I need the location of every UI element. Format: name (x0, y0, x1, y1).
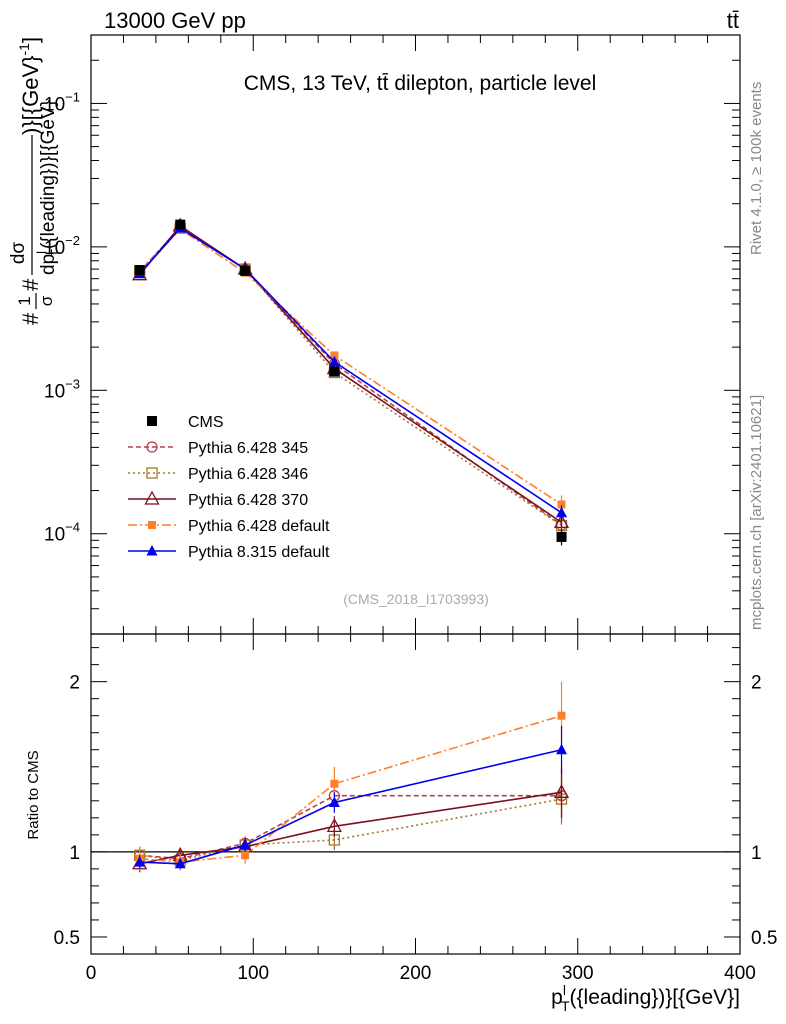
svg-text:1: 1 (15, 296, 34, 305)
ratio-point (239, 839, 251, 850)
legend-label: Pythia 8.315 default (188, 544, 330, 561)
legend-marker (146, 467, 158, 479)
x-tick-label: 100 (237, 963, 269, 984)
ratio-point (330, 779, 339, 788)
ratio-frame (90, 633, 741, 955)
data-point (240, 265, 251, 276)
legend-label: Pythia 6.428 default (188, 518, 330, 535)
data-point (556, 531, 567, 542)
legend-marker (146, 441, 158, 453)
ratio-y-tick-label-right: 2 (751, 673, 762, 694)
series-line (139, 228, 562, 506)
x-tick-label: 200 (400, 963, 432, 984)
header-left: 13000 GeV pp (104, 8, 246, 33)
ratio-point (134, 856, 146, 867)
svg-text:dplT({leading})}[{GeV}: dplT({leading})}[{GeV} (34, 100, 63, 275)
svg-text:plT({leading})}[{GeV}]: pl T({leading})}[{GeV}] (551, 982, 740, 1014)
main-ylabel: # 1 σ # dσ dplT({leading})}[{GeV} )}[{Ge… (8, 37, 63, 325)
y-tick-label: 10−4 (44, 520, 80, 546)
ratio-point (174, 857, 186, 869)
series-cms (134, 219, 567, 546)
legend-label: CMS (188, 414, 224, 431)
main-plot: 10−1 10−2 10−3 10−4 CMS, 13 TeV, tt̄ dilept… (44, 34, 741, 635)
ratio-series-pythia-6-428-370 (132, 766, 570, 873)
svg-text:#: # (18, 278, 43, 291)
svg-text:)}[{GeV}-1]: )}[{GeV}-1] (16, 37, 43, 135)
x-tick-label: 400 (724, 963, 756, 984)
ratio-line (139, 794, 562, 860)
legend-label: Pythia 6.428 345 (188, 440, 308, 457)
data-point (557, 500, 566, 509)
svg-text:#: # (18, 312, 43, 325)
x-tick-label: 0 (86, 963, 97, 984)
ratio-plot: 0 100 200 300 400 0.5 0.5 1 1 2 2 (54, 633, 777, 984)
data-point (556, 506, 568, 518)
legend-marker (147, 416, 157, 426)
ratio-line (139, 791, 562, 865)
ratio-y-tick-label: 2 (69, 673, 80, 694)
data-point (330, 351, 339, 360)
plot-title: CMS, 13 TeV, tt̄ dilepton, particle leve… (244, 72, 597, 95)
ratio-series-pythia-6-428-345 (134, 770, 568, 865)
legend: CMS Pythia 6.428 345 Pythia 6.428 346 Pythi… (128, 414, 330, 561)
mcplots-label: mcplots.cern.ch [arXiv:2401.10621] (748, 395, 765, 630)
data-point (134, 264, 145, 275)
ratio-point (556, 743, 568, 755)
data-point (175, 219, 186, 230)
x-axis-label: pl T({leading})}[{GeV}] (551, 982, 740, 1014)
ratio-y-tick-label-right: 1 (751, 843, 762, 864)
legend-marker (144, 490, 160, 505)
ratio-point (557, 711, 566, 720)
data-point (553, 514, 570, 529)
legend-marker (148, 521, 156, 529)
ratio-line (139, 798, 562, 862)
ratio-line (139, 748, 562, 865)
analysis-watermark: (CMS_2018_I1703993) (343, 591, 489, 607)
ratio-series-pythia-6-428-default (135, 681, 566, 871)
data-point (328, 355, 340, 367)
ratio-point (328, 796, 340, 808)
legend-marker (146, 545, 158, 556)
y-tick-label: 10−1 (44, 89, 80, 115)
ratio-line (139, 714, 562, 863)
y-tick-label: 10−2 (44, 233, 80, 259)
ratio-y-tick-label: 1 (69, 843, 80, 864)
data-point (329, 366, 340, 377)
legend-label: Pythia 6.428 370 (188, 492, 308, 509)
ratio-point (241, 851, 250, 860)
x-tick-label: 300 (562, 963, 594, 984)
ratio-series-pythia-8-315-default (134, 725, 568, 869)
legend-label: Pythia 6.428 346 (188, 466, 308, 483)
header-right: tt̄ (727, 8, 739, 33)
ratio-ylabel: Ratio to CMS (25, 750, 42, 839)
ratio-point (326, 817, 342, 832)
ratio-point (553, 783, 570, 798)
ratio-y-tick-label-right: 0.5 (751, 928, 777, 949)
svg-text:σ: σ (37, 295, 56, 306)
ratio-y-tick-label: 0.5 (54, 928, 80, 949)
rivet-label: Rivet 4.1.0, ≥ 100k events (748, 82, 765, 255)
series-pythia-6-428-345 (134, 221, 568, 534)
y-tick-label: 10−3 (44, 376, 80, 402)
svg-text:dσ: dσ (8, 242, 29, 265)
